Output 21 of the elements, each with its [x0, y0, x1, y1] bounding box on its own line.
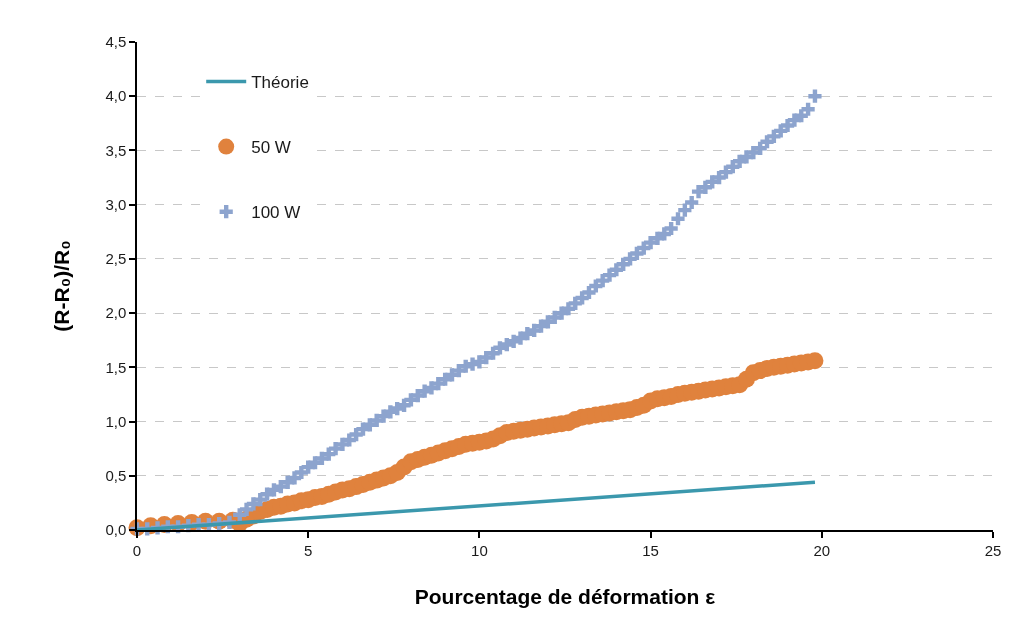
x-tick-label: 25 [984, 541, 1002, 559]
x-tick-label: 20 [813, 541, 831, 559]
x-tick-label: 10 [471, 541, 488, 559]
y-tick-label: 3,5 [105, 141, 127, 159]
y-axis-title: (R-R₀)/R₀ [50, 240, 74, 332]
y-tick-label: 3,0 [105, 195, 127, 213]
x-tick-label: 15 [642, 541, 659, 559]
x-axis-title: Pourcentage de déformation ε [414, 585, 716, 609]
legend-label: 100 W [251, 203, 301, 223]
y-tick-label: 4,5 [105, 33, 127, 51]
y-tick-label: 2,5 [105, 250, 127, 268]
legend-label: 50 W [251, 138, 291, 158]
legend-label: Théorie [251, 73, 309, 93]
y-tick-label: 2,0 [105, 304, 127, 322]
y-tick-label: 0,0 [105, 521, 127, 539]
y-tick-label: 4,0 [105, 87, 127, 105]
y-tick-label: 0,5 [105, 467, 127, 485]
x-tick-label: 0 [132, 541, 142, 559]
y-tick-label: 1,5 [105, 358, 127, 376]
y-tick-label: 1,0 [105, 412, 127, 430]
x-tick-label: 5 [304, 541, 313, 559]
